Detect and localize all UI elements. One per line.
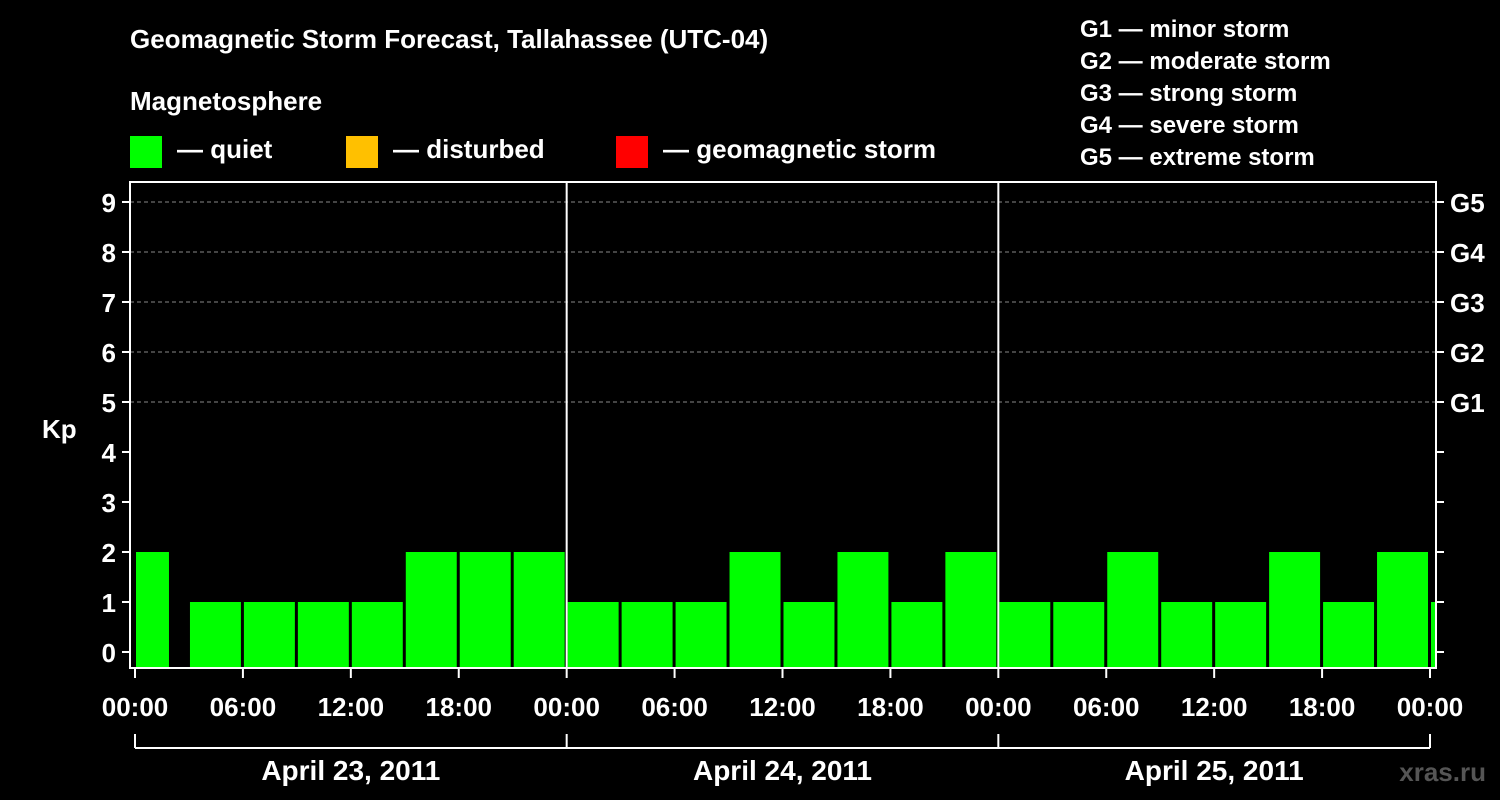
legend-swatch-disturbed — [346, 136, 378, 168]
x-tick-label: 12:00 — [1181, 692, 1248, 722]
kp-bar — [297, 602, 349, 668]
kp-bar — [783, 602, 835, 668]
y-tick-label: 5 — [102, 388, 116, 418]
x-tick-label: 18:00 — [1289, 692, 1356, 722]
y-axis-label: Kp — [42, 414, 77, 444]
kp-bar — [945, 552, 997, 668]
kp-bar — [351, 602, 403, 668]
kp-bar — [1269, 552, 1321, 668]
legend-heading: Magnetosphere — [130, 86, 323, 116]
storm-level-g4: G4 — severe storm — [1080, 112, 1299, 139]
x-tick-label: 00:00 — [102, 692, 169, 722]
y-tick-label: 4 — [102, 438, 117, 468]
x-tick-label: 06:00 — [1073, 692, 1140, 722]
storm-level-g3: G3 — strong storm — [1080, 80, 1298, 107]
g-level-label: G1 — [1450, 388, 1485, 418]
kp-bar — [513, 552, 565, 668]
storm-level-list: G1 — minor storm G2 — moderate storm G3 … — [1080, 14, 1331, 174]
kp-bar — [675, 602, 727, 668]
legend-swatch-quiet — [130, 136, 162, 168]
kp-bar — [1215, 602, 1267, 668]
kp-bar — [405, 552, 457, 668]
kp-bar — [459, 552, 511, 668]
x-tick-label: 12:00 — [318, 692, 385, 722]
legend-swatch-storm — [616, 136, 648, 168]
kp-bar — [729, 552, 781, 668]
kp-bar — [1377, 552, 1428, 668]
y-tick-label: 8 — [102, 238, 116, 268]
y-tick-label: 6 — [102, 338, 116, 368]
kp-bar — [567, 602, 619, 668]
legend-label-disturbed: — disturbed — [393, 134, 545, 164]
kp-bar — [837, 552, 889, 668]
kp-bar — [1323, 602, 1375, 668]
kp-bar — [136, 552, 169, 668]
storm-level-g2: G2 — moderate storm — [1080, 48, 1331, 75]
y-tick-label: 7 — [102, 288, 116, 318]
x-tick-label: 06:00 — [641, 692, 708, 722]
kp-bar — [999, 602, 1051, 668]
kp-bar — [1431, 602, 1437, 668]
storm-level-g1: G1 — minor storm — [1080, 16, 1290, 43]
kp-bar — [1053, 602, 1105, 668]
g-level-label: G3 — [1450, 288, 1485, 318]
x-tick-label: 00:00 — [1397, 692, 1464, 722]
kp-bar — [189, 602, 241, 668]
g-level-label: G5 — [1450, 188, 1485, 218]
x-tick-label: 18:00 — [857, 692, 924, 722]
chart-title: Geomagnetic Storm Forecast, Tallahassee … — [130, 24, 769, 54]
kp-bar — [1161, 602, 1213, 668]
legend-label-quiet: — quiet — [177, 134, 273, 164]
legend-label-storm: — geomagnetic storm — [663, 134, 937, 164]
plot-frame — [129, 181, 1437, 669]
y-tick-label: 0 — [102, 638, 116, 668]
x-tick-label: 06:00 — [210, 692, 277, 722]
kp-bar — [891, 602, 943, 668]
x-tick-label: 12:00 — [749, 692, 816, 722]
kp-bar — [243, 602, 295, 668]
x-tick-label: 00:00 — [533, 692, 600, 722]
day-label: April 23, 2011 — [261, 755, 440, 786]
g-level-label: G2 — [1450, 338, 1485, 368]
x-tick-label: 18:00 — [426, 692, 493, 722]
kp-bar — [1107, 552, 1159, 668]
kp-bar — [621, 602, 673, 668]
day-label: April 24, 2011 — [693, 755, 872, 786]
day-label: April 25, 2011 — [1125, 755, 1304, 786]
g-level-label: G4 — [1450, 238, 1485, 268]
y-tick-label: 3 — [102, 488, 116, 518]
watermark: xras.ru — [1399, 757, 1486, 787]
y-tick-label: 2 — [102, 538, 116, 568]
y-tick-label: 9 — [102, 188, 116, 218]
storm-level-g5: G5 — extreme storm — [1080, 144, 1315, 171]
y-tick-label: 1 — [102, 588, 116, 618]
x-tick-label: 00:00 — [965, 692, 1032, 722]
